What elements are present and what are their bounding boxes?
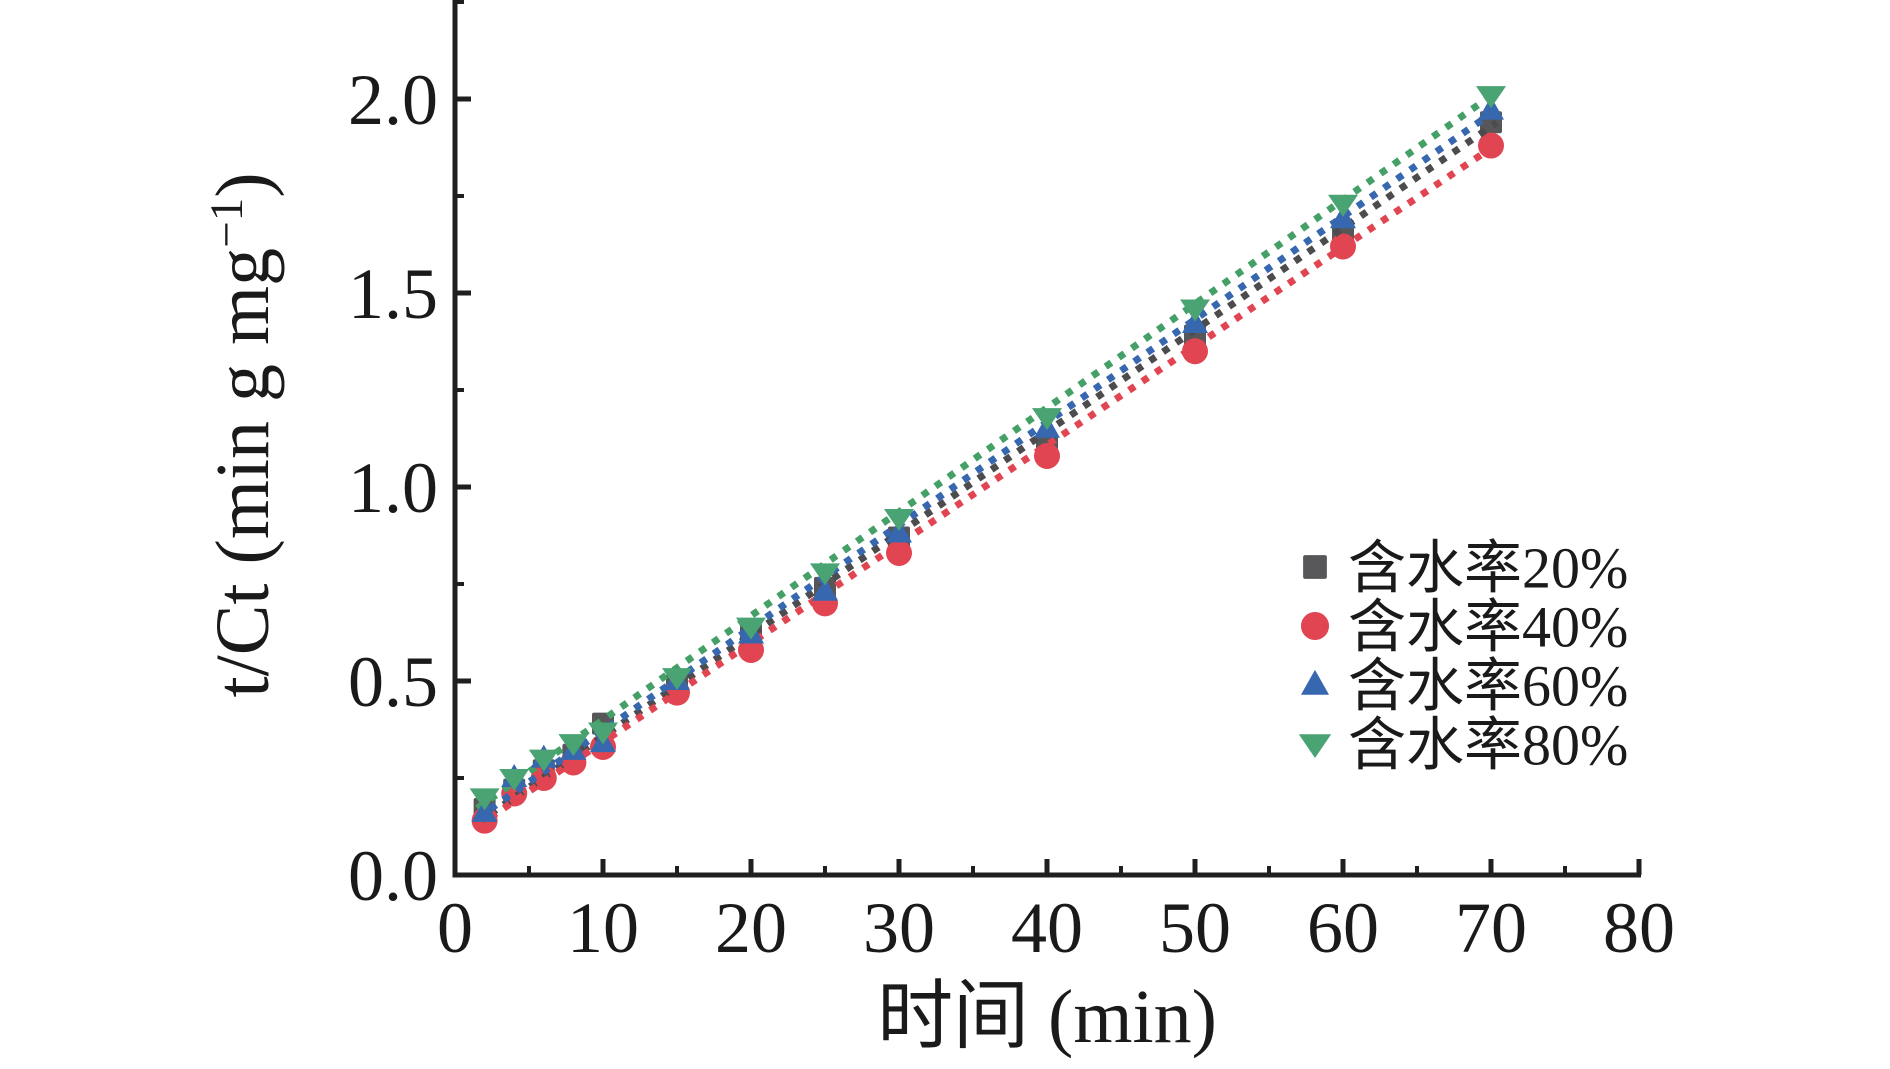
data-point-circle [1034, 442, 1060, 469]
data-point-circle [886, 539, 912, 566]
x-axis-title: 时间 (min) [877, 975, 1217, 1059]
y-tick-label: 0.5 [348, 642, 438, 722]
data-point-triangle-down [499, 769, 530, 791]
x-tick-label: 40 [1011, 888, 1083, 968]
legend-marker-icon [1298, 734, 1332, 759]
data-point-triangle-down [558, 734, 589, 757]
y-axis-ticks: 0.0 0.5 1.0 1.5 2.0 [348, 0, 471, 916]
legend-item: 含水率20% [1303, 535, 1628, 600]
legend: 含水率20%含水率40%含水率60%含水率80% [1298, 535, 1628, 777]
x-tick-label: 0 [437, 888, 473, 968]
data-point-triangle-down [810, 563, 840, 586]
data-point-triangle-down [1476, 86, 1506, 109]
y-tick-label: 2.0 [348, 60, 438, 140]
y-tick-label: 1.0 [348, 448, 438, 528]
trend-line-0 [475, 119, 1499, 826]
legend-label: 含水率20% [1348, 535, 1628, 600]
legend-label: 含水率80% [1348, 712, 1628, 777]
x-axis-ticks: 0 10 20 30 40 50 60 70 80 [437, 859, 1675, 968]
data-point-triangle-down [662, 668, 692, 691]
x-tick-label: 70 [1455, 888, 1527, 968]
legend-marker-icon [1300, 669, 1330, 695]
data-point-triangle-down [528, 749, 559, 772]
legend-marker-icon [1303, 555, 1327, 579]
data-point-triangle-up [471, 798, 498, 822]
y-axis-title: t/Ct (min g mg−1) [201, 172, 285, 697]
data-point-triangle-down [884, 509, 914, 532]
data-point-triangle-up [1182, 310, 1208, 334]
x-tick-label: 20 [715, 888, 787, 968]
legend-item: 含水率60% [1300, 653, 1628, 718]
data-point-triangle-up [1478, 96, 1504, 120]
trend-line-1 [475, 141, 1499, 829]
series-markers-3 [469, 86, 1506, 811]
legend-marker-icon [1300, 611, 1330, 641]
x-tick-label: 80 [1603, 888, 1675, 968]
data-point-triangle-down [588, 722, 618, 745]
data-point-triangle-down [1180, 299, 1210, 322]
data-point-triangle-down [1328, 194, 1358, 217]
x-tick-label: 50 [1159, 888, 1231, 968]
legend-item: 含水率40% [1300, 594, 1628, 659]
data-point-triangle-down [736, 617, 766, 640]
legend-label: 含水率60% [1348, 653, 1628, 718]
data-point-triangle-up [812, 577, 838, 601]
y-tick-label: 1.5 [348, 254, 438, 334]
data-point-triangle-up [1330, 205, 1356, 229]
legend-item: 含水率80% [1298, 712, 1628, 777]
data-point-triangle-down [469, 788, 500, 811]
x-tick-label: 60 [1307, 888, 1379, 968]
x-tick-label: 30 [863, 888, 935, 968]
y-tick-label: 0.0 [348, 836, 438, 916]
x-tick-label: 10 [567, 888, 639, 968]
legend-label: 含水率40% [1348, 594, 1628, 659]
data-point-triangle-down [1032, 408, 1062, 431]
data-point-triangle-up [886, 519, 912, 543]
